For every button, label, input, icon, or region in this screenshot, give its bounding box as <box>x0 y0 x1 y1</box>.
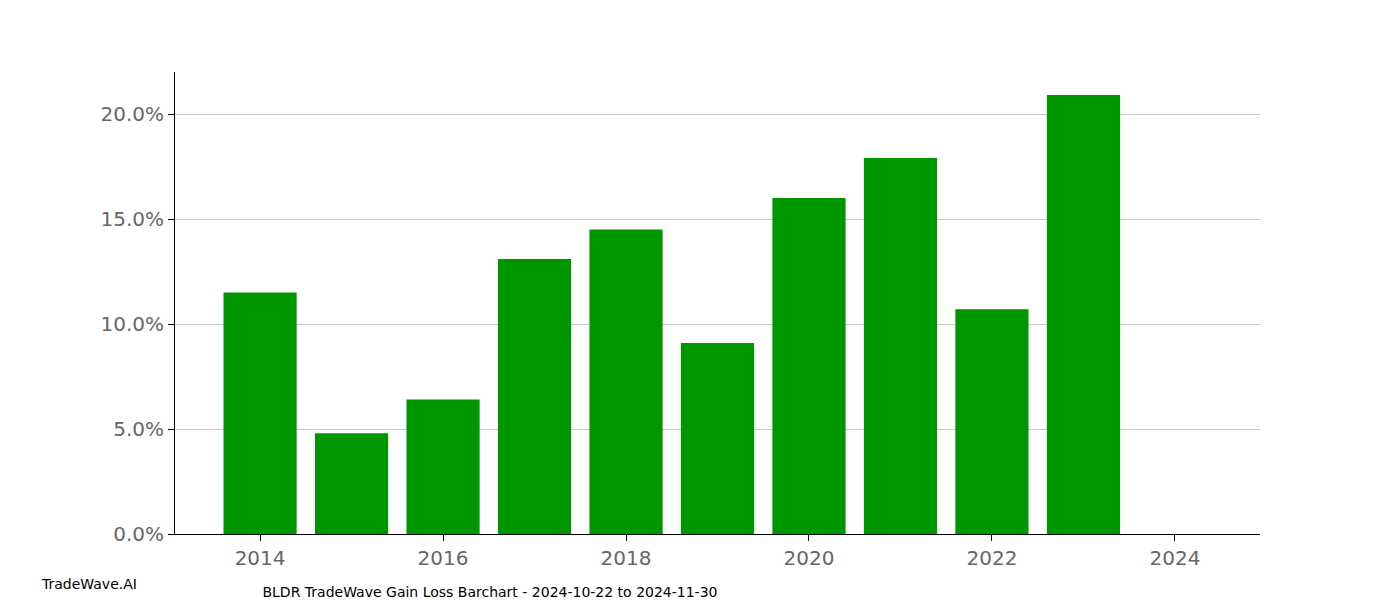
svg-text:2020: 2020 <box>784 546 835 570</box>
svg-text:2014: 2014 <box>235 546 286 570</box>
svg-text:2016: 2016 <box>418 546 469 570</box>
svg-text:20.0%: 20.0% <box>100 102 164 126</box>
svg-text:TradeWave.AI: TradeWave.AI <box>41 576 137 592</box>
svg-text:0.0%: 0.0% <box>113 522 164 546</box>
svg-text:5.0%: 5.0% <box>113 417 164 441</box>
svg-text:15.0%: 15.0% <box>100 207 164 231</box>
svg-text:BLDR TradeWave Gain Loss Barch: BLDR TradeWave Gain Loss Barchart - 2024… <box>262 584 717 600</box>
svg-text:10.0%: 10.0% <box>100 312 164 336</box>
svg-text:2024: 2024 <box>1149 546 1200 570</box>
svg-text:2022: 2022 <box>966 546 1017 570</box>
svg-text:2018: 2018 <box>601 546 652 570</box>
